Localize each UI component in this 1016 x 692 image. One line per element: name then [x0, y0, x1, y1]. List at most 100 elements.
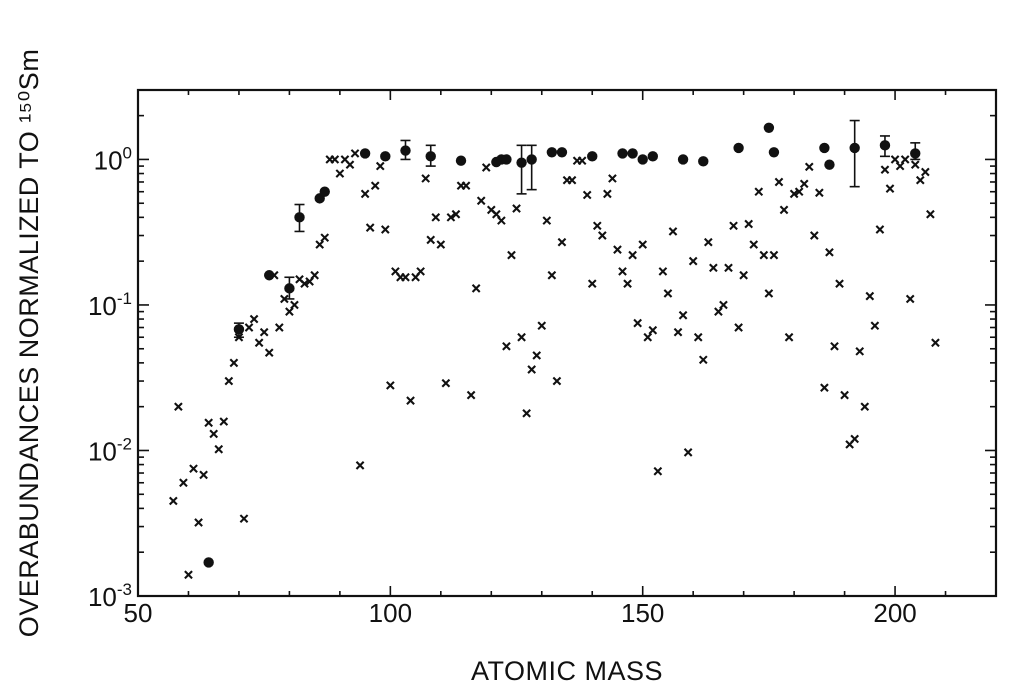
- cross-point: [920, 167, 930, 177]
- cross-point: [401, 272, 410, 282]
- cross-point: [724, 263, 733, 273]
- plot-frame: [136, 88, 998, 598]
- cross-point: [850, 434, 860, 444]
- cross-point: [658, 267, 668, 276]
- circle-point: [879, 140, 891, 151]
- circle-point: [627, 148, 638, 159]
- cross-point: [855, 346, 865, 356]
- cross-point: [360, 189, 370, 199]
- cross-point: [542, 216, 552, 225]
- cross-point: [648, 325, 658, 335]
- x-tick-label: 50: [124, 598, 153, 628]
- circle-point: [516, 157, 527, 168]
- cross-point: [264, 348, 274, 358]
- cross-point: [693, 332, 703, 342]
- cross-point: [386, 381, 395, 390]
- cross-point: [214, 444, 224, 454]
- cross-point: [461, 181, 471, 191]
- cross-point: [239, 514, 249, 524]
- error-bars: [233, 119, 921, 339]
- cross-point: [547, 270, 557, 280]
- y-tick-label: 10-3: [88, 580, 132, 612]
- cross-point: [375, 161, 385, 171]
- x-tick-label: 200: [873, 598, 916, 628]
- circle-point: [233, 324, 245, 335]
- cross-point: [517, 332, 526, 342]
- cross-point: [446, 212, 456, 222]
- circle-point: [763, 122, 775, 133]
- cross-point: [870, 321, 880, 331]
- cross-point: [476, 196, 486, 206]
- cross-point: [915, 175, 925, 185]
- cross-point: [320, 233, 330, 243]
- cross-point: [224, 376, 234, 386]
- circle-markers: [203, 122, 921, 568]
- cross-point: [608, 174, 617, 183]
- cross-point: [552, 376, 562, 386]
- cross-point: [885, 184, 895, 193]
- circle-point: [677, 154, 689, 165]
- cross-point: [345, 160, 355, 170]
- circle-point: [501, 154, 512, 165]
- cross-point: [300, 279, 309, 289]
- cross-point: [613, 245, 622, 254]
- cross-point: [820, 383, 829, 393]
- cross-point: [784, 332, 794, 342]
- y-tick-label: 10-1: [88, 289, 132, 321]
- cross-point: [582, 190, 592, 200]
- cross-point: [168, 496, 178, 506]
- cross-point: [315, 240, 325, 249]
- cross-point: [355, 461, 365, 470]
- cross-point: [815, 188, 824, 198]
- cross-point: [643, 332, 653, 342]
- cross-point: [769, 250, 779, 260]
- circle-point: [455, 155, 467, 166]
- cross-point: [567, 175, 577, 185]
- cross-point: [623, 279, 632, 289]
- cross-point: [441, 378, 451, 388]
- circle-point: [359, 148, 371, 159]
- cross-point: [330, 155, 340, 164]
- cross-point: [678, 310, 688, 320]
- cross-point: [174, 402, 183, 412]
- cross-point: [350, 149, 360, 158]
- cross-point: [734, 323, 743, 332]
- cross-point: [653, 466, 663, 476]
- cross-point: [809, 231, 819, 240]
- cross-point: [209, 429, 219, 439]
- cross-point: [754, 187, 764, 197]
- cross-point: [668, 227, 678, 236]
- cross-point: [926, 209, 935, 219]
- cross-point: [931, 338, 940, 348]
- cross-point: [204, 418, 214, 428]
- x-tick-labels: 50 100 150 200: [124, 598, 917, 628]
- cross-point: [436, 240, 446, 249]
- cross-point: [274, 323, 284, 332]
- cross-point: [900, 155, 910, 164]
- cross-point: [234, 332, 244, 342]
- cross-point: [502, 341, 511, 351]
- circle-point: [819, 142, 830, 154]
- cross-point: [719, 300, 728, 310]
- cross-point: [663, 289, 673, 298]
- cross-point: [290, 300, 299, 310]
- cross-point: [421, 174, 431, 183]
- circle-point: [647, 151, 658, 162]
- axis-ticks: [137, 89, 997, 597]
- cross-point: [522, 408, 531, 418]
- cross-point: [830, 341, 839, 351]
- circle-point: [400, 145, 411, 156]
- cross-point: [597, 231, 607, 240]
- cross-point: [910, 160, 920, 170]
- cross-point: [779, 205, 789, 215]
- y-tick-label: 100: [94, 143, 132, 175]
- cross-point: [370, 181, 380, 191]
- cross-point: [466, 390, 476, 400]
- cross-point: [673, 327, 683, 337]
- cross-point: [905, 294, 915, 304]
- cross-point: [618, 267, 627, 276]
- cross-point: [244, 323, 254, 332]
- cross-point: [481, 163, 491, 172]
- cross-point: [759, 250, 769, 260]
